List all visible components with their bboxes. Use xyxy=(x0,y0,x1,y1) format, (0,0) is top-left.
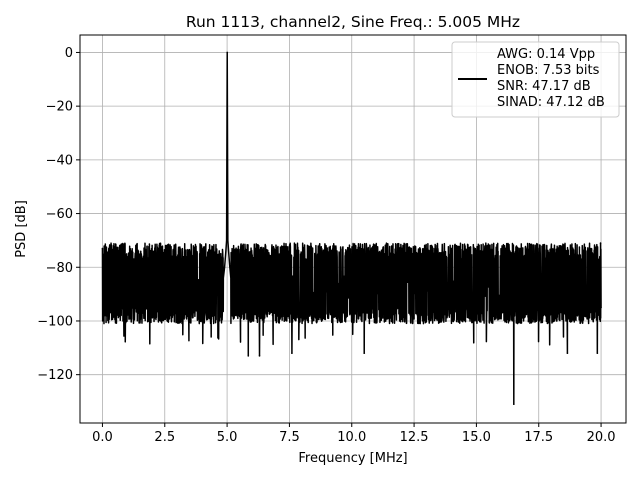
y-axis-label: PSD [dB] xyxy=(14,200,29,258)
notable-point xyxy=(247,355,250,357)
notable-point xyxy=(102,274,105,277)
ticks: 0.0 2.5 5.0 7.5 10.0 12.5 15.0 17.5 20.0 0 −20 −40 −… xyxy=(37,46,615,445)
notable-point xyxy=(258,355,261,357)
notable-point xyxy=(101,247,104,250)
x-tick-label: 2.5 xyxy=(154,430,175,445)
peak-point xyxy=(226,51,229,54)
legend-line-snr: SNR: 47.17 dB xyxy=(497,79,591,94)
notable-point xyxy=(566,352,569,354)
x-axis-label: Frequency [MHz] xyxy=(298,451,407,466)
y-tick-label: −20 xyxy=(46,100,73,115)
x-tick-label: 15.0 xyxy=(462,430,491,445)
plot-frame xyxy=(79,34,627,424)
y-tick-label: −80 xyxy=(46,261,73,276)
legend: AWG: 0.14 Vpp ENOB: 7.53 bits SNR: 47.17… xyxy=(451,41,620,118)
y-tick-label: −40 xyxy=(46,153,73,168)
notable-point xyxy=(348,253,351,255)
x-tick-label: 10.0 xyxy=(337,430,366,445)
notable-point xyxy=(363,352,366,354)
x-tick-label: 0.0 xyxy=(92,430,113,445)
x-tick-label: 12.5 xyxy=(400,430,429,445)
y-tick-label: 0 xyxy=(65,46,73,61)
x-tick-label: 7.5 xyxy=(279,430,300,445)
notable-point xyxy=(291,352,293,354)
x-tick-label: 20.0 xyxy=(587,430,616,445)
notable-point xyxy=(599,242,602,244)
legend-line-awg: AWG: 0.14 Vpp xyxy=(497,47,595,62)
series-layer xyxy=(101,51,602,406)
legend-box xyxy=(451,41,620,118)
psd-trace xyxy=(101,51,602,405)
notable-point xyxy=(600,306,602,309)
chart-title: Run 1113, channel2, Sine Freq.: 5.005 MH… xyxy=(186,13,520,31)
legend-line-enob: ENOB: 7.53 bits xyxy=(497,63,600,78)
notable-point xyxy=(513,403,515,406)
y-tick-label: −120 xyxy=(37,368,73,383)
legend-line-sinad: SINAD: 47.12 dB xyxy=(497,95,605,110)
y-tick-label: −100 xyxy=(37,314,73,329)
x-tick-label: 17.5 xyxy=(524,430,553,445)
x-tick-label: 5.0 xyxy=(217,430,238,445)
notable-point xyxy=(596,352,599,354)
y-tick-label: −60 xyxy=(46,207,73,222)
